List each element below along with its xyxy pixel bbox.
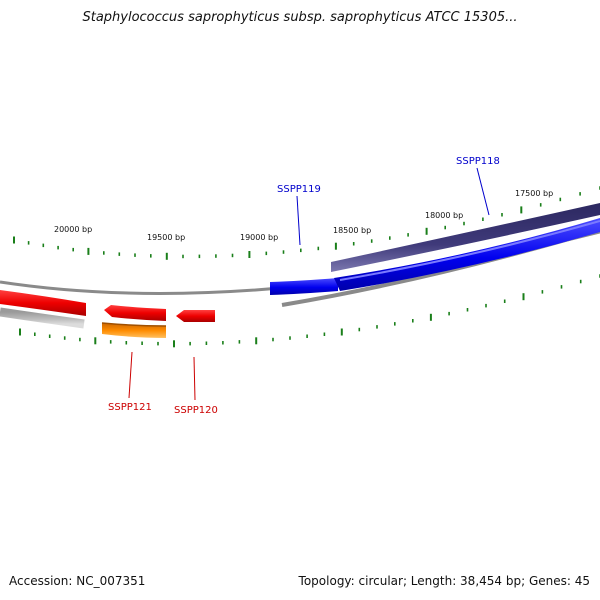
tick-label-17500: 17500 bp	[515, 189, 553, 198]
leader-sspp119	[296, 195, 301, 246]
gene-sspp120[interactable]	[176, 310, 215, 322]
topology-summary: Topology: circular; Length: 38,454 bp; G…	[298, 574, 590, 588]
tick-label-19500: 19500 bp	[147, 233, 185, 242]
backbone-ring-outer	[0, 307, 85, 329]
map-title: Staphylococcus saprophyticus subsp. sapr…	[82, 10, 518, 25]
tick-label-19000: 19000 bp	[240, 233, 278, 242]
gene-sspp121[interactable]	[104, 305, 166, 321]
tick-label-18500: 18500 bp	[333, 226, 371, 235]
gene-sspp118-highlight	[339, 220, 600, 281]
tick-marks	[13, 186, 600, 348]
gene-label-sspp121[interactable]: SSPP121	[108, 402, 152, 413]
leader-sspp118	[476, 167, 490, 216]
cds-sspp118-track[interactable]	[331, 203, 600, 272]
gene-left-partial[interactable]	[0, 290, 86, 316]
gene-label-sspp119[interactable]: SSPP119	[277, 184, 321, 195]
gene-sspp119[interactable]	[270, 278, 338, 295]
gene-label-sspp118[interactable]: SSPP118	[456, 156, 500, 167]
cds-sspp121-edge	[101, 322, 167, 327]
leader-sspp121	[128, 351, 133, 399]
tick-label-20000: 20000 bp	[54, 225, 92, 234]
leader-sspp120	[193, 356, 196, 401]
gene-label-sspp120[interactable]: SSPP120	[174, 405, 218, 416]
cds-sspp121-track[interactable]	[102, 323, 166, 338]
tick-label-18000: 18000 bp	[425, 211, 463, 220]
accession-text: Accession: NC_007351	[9, 574, 146, 588]
